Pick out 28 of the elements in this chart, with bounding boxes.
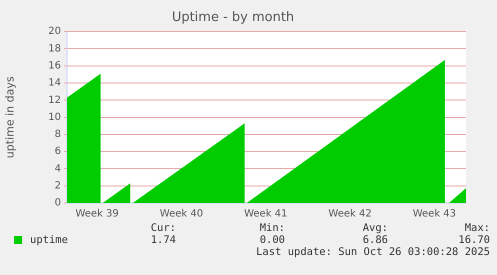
y-tick-label: 6 xyxy=(54,146,61,158)
x-tick-label: Week 40 xyxy=(160,208,204,220)
text: 6.86 xyxy=(362,234,388,246)
text: 16.70 xyxy=(458,234,490,246)
y-tick-label: 10 xyxy=(48,112,61,123)
y-tick-label: 12 xyxy=(48,94,61,106)
text: 1.74 xyxy=(150,234,176,246)
y-axis-title: uptime in days xyxy=(3,76,16,158)
y-tick-label: 0 xyxy=(54,198,61,209)
y-tick-label: 2 xyxy=(54,180,61,192)
y-tick-label: 8 xyxy=(54,129,61,140)
chart-title: Uptime - by month xyxy=(172,10,294,26)
x-tick-label: Week 43 xyxy=(412,208,456,220)
x-tick-label: Week 42 xyxy=(328,208,372,220)
y-tick-label: 4 xyxy=(54,163,61,174)
y-tick-label: 16 xyxy=(48,60,61,72)
text: Min: xyxy=(260,222,285,234)
y-tick-label: 14 xyxy=(48,78,61,89)
y-tick-label: 20 xyxy=(48,26,61,38)
text: Last update: Sun Oct 26 03:00:28 2025 xyxy=(256,246,490,258)
y-tick-label: 18 xyxy=(48,43,61,54)
text: 0.00 xyxy=(260,234,285,246)
x-tick-label: Week 39 xyxy=(75,208,119,220)
x-tick-label: Week 41 xyxy=(244,208,288,220)
legend-label: uptime xyxy=(29,234,68,246)
text: Avg: xyxy=(362,222,388,234)
text: Max: xyxy=(464,222,490,234)
text: Cur: xyxy=(150,222,176,234)
